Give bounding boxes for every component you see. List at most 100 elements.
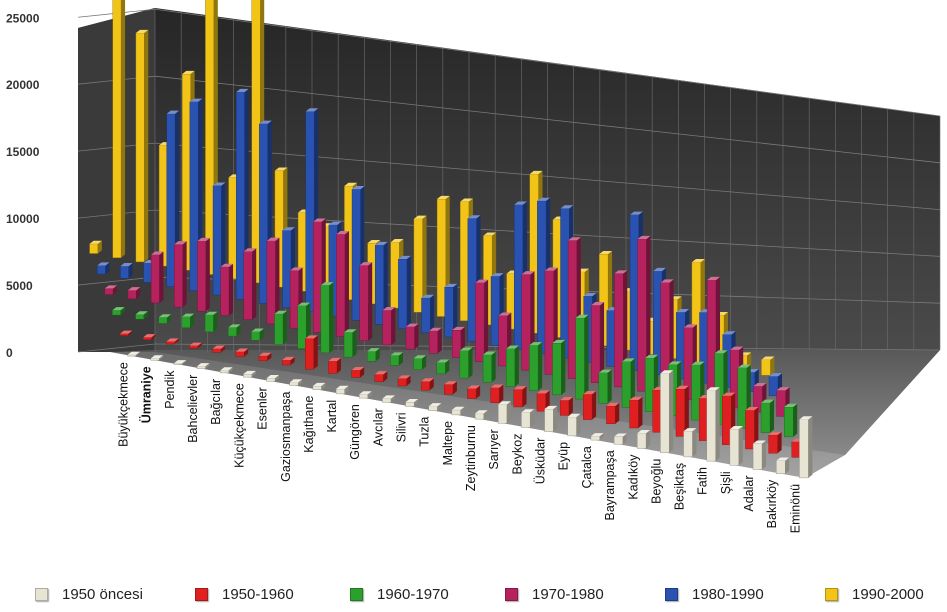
bar-side [244,88,249,300]
bar-top [614,270,628,274]
bar-front [235,351,245,357]
bar-top [444,381,457,385]
bar-front [189,345,199,349]
x-tick-label-kartal: Kartal [325,400,339,433]
bar-front [189,101,199,292]
bar-top [313,218,326,222]
bar-top [536,390,550,394]
bar-kagithane-1950-oncesi [312,382,326,390]
bar-front [312,385,322,390]
bar-top [205,311,218,315]
bar-side [275,237,280,324]
legend-swatch [665,588,678,601]
bar-bayrampasa-1950-oncesi [613,433,627,445]
x-tick-label-sariyer: Sarıyer [487,429,501,469]
bar-side [422,355,427,370]
bar-side [445,359,450,374]
bar-top [460,198,473,202]
bar-front [274,313,284,345]
bar-side [646,430,651,449]
x-tick-label-buyukcekmece: Büyükçekmece [117,362,131,447]
bar-front [745,410,755,450]
bar-side [136,287,141,299]
bar-side [197,342,202,349]
bar-top [498,401,511,405]
bar-kadikoy-1970-1980 [614,270,628,388]
bar-side [522,386,527,407]
y-tick-label: 25000 [6,11,40,25]
bar-umraniye-1960-1970 [135,311,148,320]
bar-top [591,302,605,306]
bar-top [274,167,288,171]
bar-front [474,413,484,420]
x-tick-label-bayrampasa: Bayrampaşa [603,450,617,520]
bar-front [405,326,415,350]
bar-front [182,73,191,271]
bar-top [475,279,489,283]
bar-front [120,266,129,279]
x-tick-label-maltepe: Maltepe [441,421,455,466]
x-axis: Büyükçekmece Ümraniye Pendik Bahcelievler Ba… [117,362,803,533]
bar-top [761,356,775,360]
bar-buyukcekmece-1970-1980 [104,285,118,295]
bar-front [536,393,546,412]
bar-side [453,283,458,338]
bar-front [760,402,771,433]
bar-eminonu-1950-oncesi [799,416,813,479]
bar-front [127,354,137,357]
bar-front [544,408,554,432]
bar-esenler-1960-1970 [251,328,264,341]
bar-front [158,145,168,267]
bar-top [352,186,365,190]
bar-side [646,235,651,392]
bar-top [359,262,373,266]
bar-pendik-1950-oncesi [173,360,187,365]
bar-bakirkoy-1950-oncesi [776,457,790,474]
bar-front [258,355,268,361]
y-tick-label: 15000 [6,145,40,159]
bar-front [305,338,315,370]
bar-top [421,294,435,298]
bar-front [282,230,292,308]
bar-side [530,409,535,428]
bar-buyukcekmece-1990-2000 [89,240,102,254]
bar-top [637,430,651,434]
x-tick-label-eminonu: Eminönü [788,484,802,533]
legend-item-1950-1960: 1950-1960 [195,586,294,603]
bar-front [228,177,238,279]
bar-buyukcekmece-1960-1970 [112,307,125,316]
bar-front [591,305,601,383]
bar-front [413,358,423,370]
bar-esenler-1950-1960 [258,352,272,361]
bar-front [297,305,307,349]
bar-kadikoy-1960-1970 [621,358,635,408]
bar-avcilar-1950-1960 [374,371,388,382]
bar-side [252,248,257,320]
bar-zeytinburnu-1980-1990 [444,283,458,338]
bar-eminonu-1990-2000 [761,356,775,376]
bar-top [737,364,751,368]
x-tick-label-pendik: Pendik [163,370,177,409]
bar-zeytinburnu-1950-1960 [467,385,481,399]
bar-uskudar-1950-oncesi [544,405,558,432]
x-tick-label-adalar: Adalar [742,476,756,512]
bar-side [483,410,488,420]
bar-front [382,398,392,403]
bar-front [436,362,446,375]
x-tick-label-sisli: Şişli [719,471,733,494]
bar-bakirkoy-1960-1970 [760,399,775,433]
bar-front [343,332,353,358]
bar-side [762,440,767,470]
bar-front [613,436,624,445]
bar-silivri-1980-1990 [374,241,388,325]
bar-top [637,235,651,240]
bar-maltepe-1960-1970 [436,359,450,375]
bar-front [336,234,346,337]
y-tick-label: 20000 [6,78,40,92]
bar-uskudar-1960-1970 [529,342,543,391]
bar-side [182,241,187,308]
bar-top [498,312,512,316]
bar-side [113,285,118,295]
bar-sariyer-1970-1980 [475,279,489,362]
bar-zeytinburnu-1960-1970 [459,347,473,379]
